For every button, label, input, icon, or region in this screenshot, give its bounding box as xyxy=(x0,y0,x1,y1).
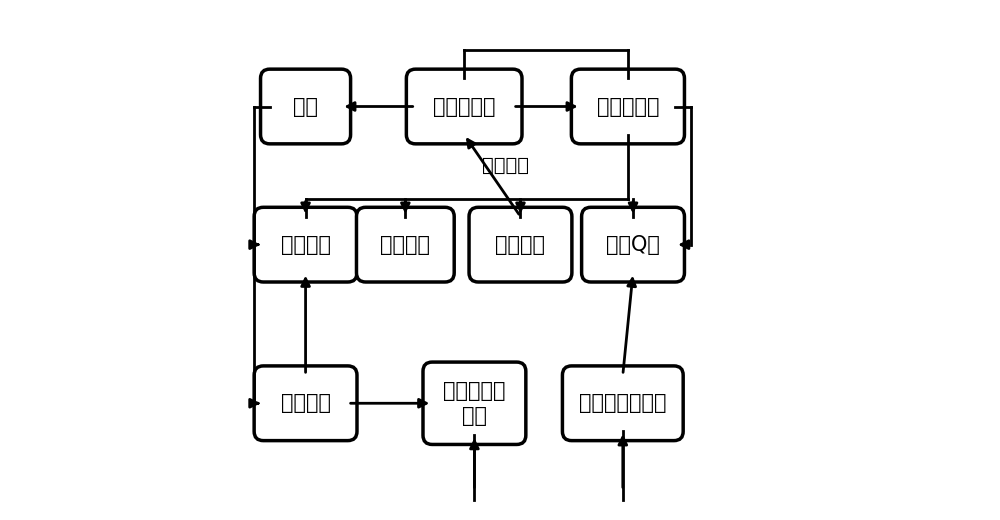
Text: 热量: 热量 xyxy=(293,97,318,116)
FancyBboxPatch shape xyxy=(254,207,357,282)
FancyBboxPatch shape xyxy=(571,69,684,144)
Text: 热光效应: 热光效应 xyxy=(281,393,331,413)
Text: 自由载流子: 自由载流子 xyxy=(597,97,659,116)
Text: 自由载流子
散射: 自由载流子 散射 xyxy=(443,381,506,426)
Text: 频率失谐: 频率失谐 xyxy=(281,235,331,255)
Text: 注入光子: 注入光子 xyxy=(495,235,545,255)
FancyBboxPatch shape xyxy=(562,366,683,440)
FancyBboxPatch shape xyxy=(469,207,572,282)
FancyBboxPatch shape xyxy=(582,207,684,282)
FancyBboxPatch shape xyxy=(261,69,351,144)
FancyBboxPatch shape xyxy=(356,207,454,282)
Text: 微腔Q值: 微腔Q值 xyxy=(606,235,660,255)
FancyBboxPatch shape xyxy=(254,366,357,440)
Text: （腔体）: （腔体） xyxy=(482,156,529,175)
FancyBboxPatch shape xyxy=(406,69,522,144)
Text: 双光子吸收: 双光子吸收 xyxy=(433,97,495,116)
Text: 自由载流子吸收: 自由载流子吸收 xyxy=(579,393,667,413)
Text: 耦合波导: 耦合波导 xyxy=(380,235,430,255)
FancyBboxPatch shape xyxy=(423,362,526,445)
